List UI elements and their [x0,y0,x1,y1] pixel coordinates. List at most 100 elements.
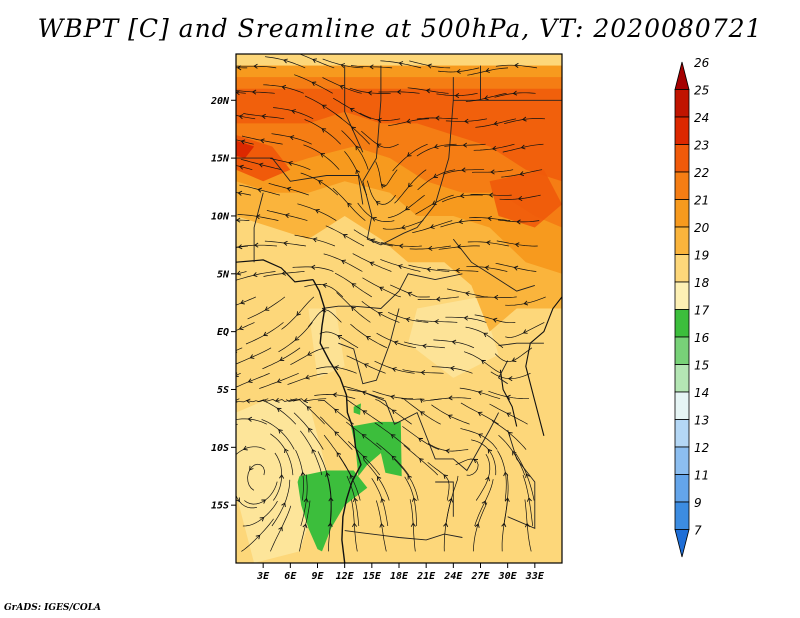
wbpt-24-region [236,140,255,159]
streamline-arrow [391,367,397,372]
lat-tick-label: 5N [217,269,230,280]
streamline-arrow [396,89,402,95]
streamline [273,452,283,501]
streamline [495,262,537,272]
streamline [488,390,529,400]
streamline-arrow [320,153,326,158]
streamline-arrow [407,182,413,188]
colorbar-label: 13 [694,414,709,428]
streamline-arrow [435,296,441,302]
streamline [334,272,372,298]
streamline-arrow [283,58,288,64]
colorbar-label: 16 [694,331,710,345]
lon-tick-label: 6E [284,571,297,582]
streamline [261,419,295,450]
streamline [427,462,450,501]
lon-tick-label: 15E [363,571,382,582]
streamline [376,332,417,349]
country-border [321,273,463,309]
streamline [300,172,339,196]
streamline [431,404,470,425]
streamline-arrow [390,434,396,439]
streamline [350,65,393,69]
streamline [322,58,364,69]
streamline [522,474,534,527]
colorbar-label: 9 [694,496,702,510]
streamline-arrow [447,414,453,420]
streamline [475,296,517,298]
streamline [361,301,400,323]
streamline-arrow [242,445,248,451]
streamline-arrow [274,397,280,403]
streamline-arrow [511,357,517,362]
streamline-arrow [249,354,255,359]
streamline-arrow [377,312,383,317]
lon-tick-label: 30E [498,571,518,582]
streamline [351,499,358,552]
streamline [459,387,501,400]
lon-tick-label: 12E [336,571,355,582]
streamline [497,450,507,501]
streamline-arrow [406,152,412,157]
streamline-arrow [321,307,327,313]
streamline [473,143,515,151]
streamline [332,187,366,221]
streamline-arrow [485,67,490,73]
streamline-arrow [419,458,424,463]
streamline [236,372,241,376]
streamline [263,271,305,277]
streamline [387,194,425,219]
streamline [504,118,546,125]
streamline [236,347,272,365]
colorbar-segment [674,309,690,338]
streamline-arrow [523,300,529,306]
colorbar-segment [674,116,690,145]
coastline [312,279,362,563]
streamline-arrow [435,115,440,121]
streamline [394,169,427,204]
streamline-arrow [308,427,313,433]
streamline [242,500,278,527]
streamline-arrow [291,109,296,114]
streamline-arrow [238,114,244,120]
colorbar-label: 11 [694,469,709,483]
colorbar-segment [674,89,690,118]
streamline [236,449,237,451]
streamline-arrow [352,497,358,503]
streamline-arrow [422,343,427,349]
streamline [438,245,480,250]
country-border [236,157,364,205]
streamline-arrow [321,128,327,133]
streamline [380,60,422,69]
streamline [392,143,428,172]
streamline-arrow [238,325,244,331]
streamline-arrow [296,311,301,316]
streamline [294,74,333,94]
streamline-arrow [455,268,460,274]
streamline-arrow [492,317,498,323]
streamline-arrow [370,238,376,244]
streamline [489,403,528,425]
streamline [344,386,385,400]
streamline-arrow [247,378,253,383]
streamline-arrow [284,213,290,219]
streamline-arrow [236,497,240,503]
streamline [471,169,514,173]
streamline [347,441,381,476]
streamline-arrow [401,224,406,230]
streamline [408,264,450,272]
streamline [290,347,330,366]
streamline-arrow [369,64,374,70]
streamline [346,475,360,527]
streamline [402,426,440,450]
streamline [472,502,488,552]
streamline [281,296,315,330]
streamline [495,64,538,69]
streamline-arrow [420,370,426,376]
streamline-arrow [390,394,395,400]
streamline [416,319,458,323]
streamline [317,451,332,501]
streamline-arrow [459,193,465,199]
streamline-arrow [232,423,236,427]
